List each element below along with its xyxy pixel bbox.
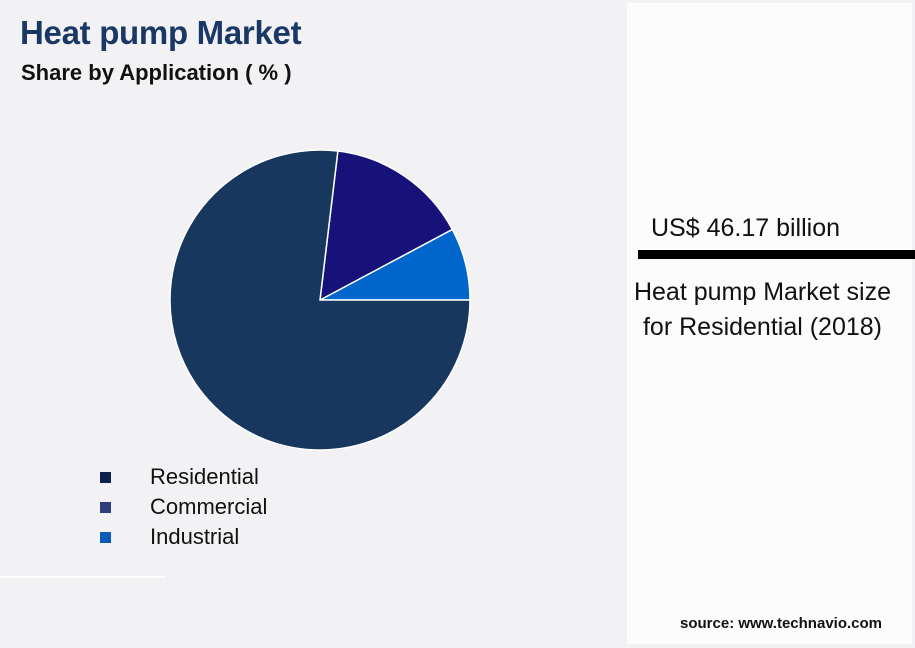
legend-label: Residential bbox=[150, 464, 259, 489]
legend-swatch-icon bbox=[100, 501, 111, 513]
stat-divider bbox=[638, 250, 915, 259]
legend-item-residential: Residential bbox=[100, 462, 267, 492]
pie-chart bbox=[169, 149, 471, 451]
legend-label: Commercial bbox=[150, 494, 268, 519]
highlight-panel bbox=[627, 3, 912, 644]
legend-label: Industrial bbox=[150, 524, 240, 549]
chart-legend: Residential Commercial Industrial bbox=[100, 462, 267, 552]
market-size-description: Heat pump Market size for Residential (2… bbox=[633, 278, 892, 341]
pie-slice-commercial bbox=[319, 150, 454, 302]
market-size-value: US$ 46.17 billion bbox=[651, 214, 841, 242]
legend-swatch-icon bbox=[100, 531, 111, 543]
chart-subtitle: Share by Application ( % ) bbox=[21, 60, 292, 85]
legend-swatch-icon bbox=[100, 471, 111, 483]
source-attribution: source: www.technavio.com bbox=[680, 615, 882, 632]
pie-slice-residential bbox=[169, 149, 471, 451]
legend-item-commercial: Commercial bbox=[100, 492, 267, 522]
divider bbox=[0, 576, 165, 578]
chart-title: Heat pump Market bbox=[20, 14, 302, 51]
legend-item-industrial: Industrial bbox=[100, 522, 267, 552]
